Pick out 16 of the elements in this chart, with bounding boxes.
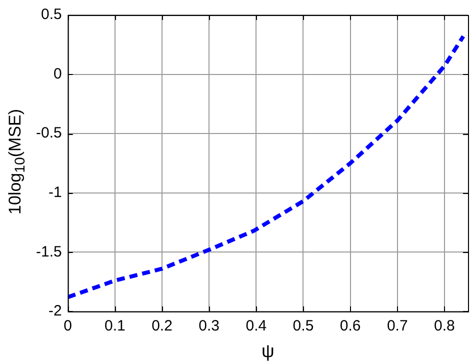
y-tick-label: 0.5 — [40, 6, 62, 24]
line-series — [68, 34, 466, 300]
y-tick-label: 0 — [54, 65, 62, 82]
x-axis-title: ψ — [262, 341, 274, 362]
y-tick-label: -1 — [48, 184, 62, 201]
x-tick-label: 0.7 — [386, 318, 408, 335]
x-tick-label: 0.8 — [434, 318, 455, 335]
x-tick-label: 0.6 — [340, 318, 361, 335]
y-tick-label: -2 — [48, 302, 62, 320]
y-tick-label: -1.5 — [36, 243, 62, 260]
x-tick-label: 0.2 — [152, 318, 172, 335]
x-tick-label: 0.4 — [246, 318, 267, 335]
x-tick-label: 0.1 — [104, 318, 126, 335]
x-tick-label: 0.3 — [198, 318, 220, 335]
x-tick-label: 0.5 — [292, 318, 314, 335]
y-tick-label: -0.5 — [36, 124, 62, 142]
